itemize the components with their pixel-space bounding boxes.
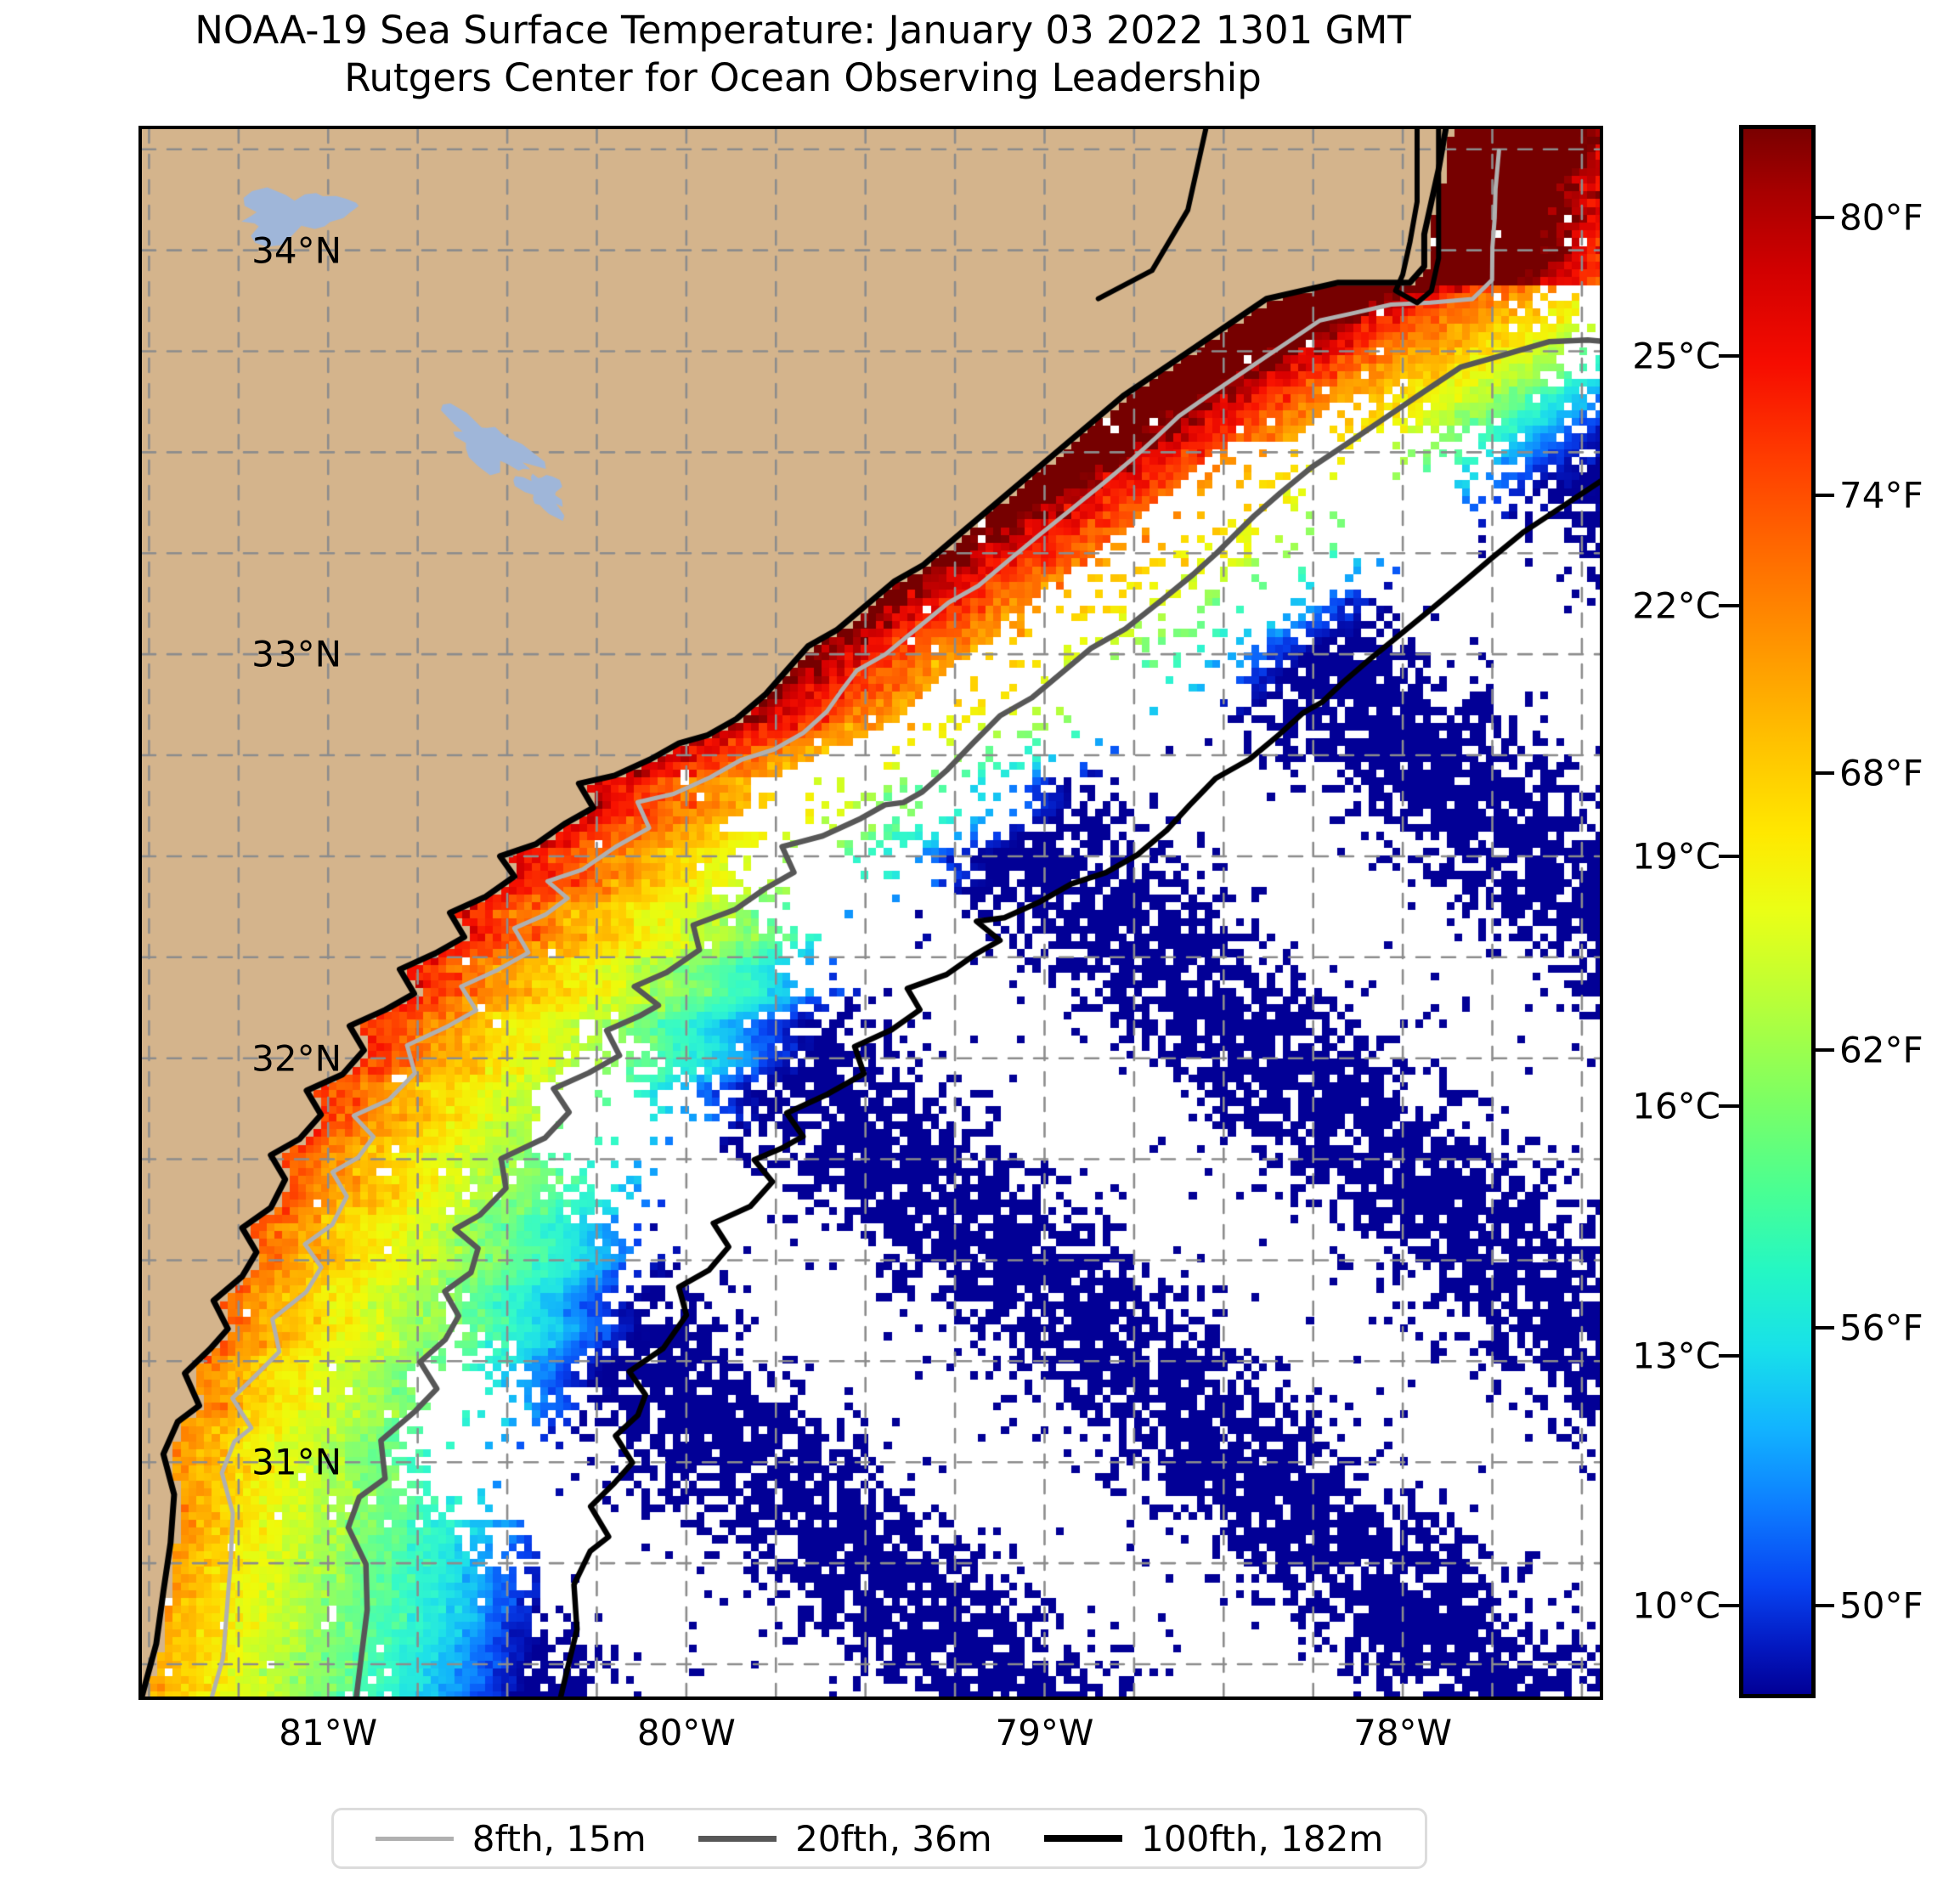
y-axis-tick-label: 32°N	[251, 1037, 342, 1080]
map-overlay-canvas	[142, 129, 1600, 1697]
colorbar-tick-fahrenheit	[1814, 1604, 1834, 1608]
x-axis-tick	[1223, 1697, 1225, 1700]
y-axis-tick	[138, 956, 142, 958]
y-axis-tick	[138, 1461, 142, 1464]
x-axis-tick-label: 79°W	[995, 1712, 1094, 1753]
colorbar-tick-fahrenheit	[1814, 771, 1834, 775]
colorbar-tick-celsius	[1719, 354, 1739, 358]
y-axis-tick	[138, 1057, 142, 1059]
y-axis-tick	[138, 148, 142, 150]
x-axis-tick	[327, 1697, 330, 1700]
colorbar-gradient	[1739, 125, 1816, 1698]
colorbar-label-fahrenheit: 80°F	[1839, 196, 1923, 239]
x-axis-tick	[237, 1697, 240, 1700]
x-axis-tick	[1043, 1697, 1046, 1700]
x-axis-tick	[685, 1697, 687, 1700]
x-axis-tick	[416, 1697, 419, 1700]
colorbar-tick-celsius	[1719, 1604, 1739, 1608]
legend-label: 100fth, 182m	[1141, 1817, 1384, 1860]
x-axis-tick-label: 80°W	[636, 1712, 736, 1753]
legend-item: 100fth, 182m	[1044, 1818, 1383, 1860]
colorbar-tick-celsius	[1719, 1104, 1739, 1108]
x-axis-tick	[1312, 1697, 1314, 1700]
x-axis-tick	[1491, 1697, 1494, 1700]
y-axis-tick	[138, 1259, 142, 1262]
legend-line-swatch	[1044, 1835, 1123, 1842]
colorbar-label-fahrenheit: 56°F	[1839, 1307, 1923, 1349]
colorbar-label-fahrenheit: 62°F	[1839, 1029, 1923, 1071]
x-axis-tick	[775, 1697, 777, 1700]
colorbar-tick-celsius	[1719, 854, 1739, 858]
colorbar-label-celsius: 25°C	[1632, 335, 1720, 377]
x-axis-tick	[1402, 1697, 1404, 1700]
colorbar-tick-fahrenheit	[1814, 215, 1834, 219]
y-axis-tick	[138, 350, 142, 353]
legend-label: 8fth, 15m	[472, 1817, 647, 1860]
x-axis-tick	[1580, 1697, 1583, 1700]
legend-line-swatch	[375, 1836, 454, 1841]
y-axis-tick	[138, 249, 142, 251]
legend-item: 8fth, 15m	[375, 1817, 647, 1860]
title-line-1: NOAA-19 Sea Surface Temperature: January…	[195, 8, 1411, 53]
colorbar[interactable]: 80°F 74°F 68°F 62°F 56°F 50°F 25°C 22°C 19°C 16°C…	[1632, 125, 1923, 1698]
colorbar-label-celsius: 19°C	[1632, 835, 1720, 878]
colorbar-label-celsius: 13°C	[1632, 1335, 1720, 1377]
title-line-2: Rutgers Center for Ocean Observing Leade…	[344, 54, 1262, 100]
x-axis-tick	[596, 1697, 598, 1700]
y-axis-tick	[138, 552, 142, 555]
y-axis-tick	[138, 1360, 142, 1363]
y-axis-tick	[138, 653, 142, 656]
x-axis-tick	[954, 1697, 957, 1700]
legend-item: 20fth, 36m	[698, 1818, 992, 1860]
colorbar-label-fahrenheit: 68°F	[1839, 752, 1923, 794]
colorbar-label-fahrenheit: 50°F	[1839, 1584, 1923, 1627]
y-axis-tick	[138, 855, 142, 857]
y-axis-tick	[138, 1663, 142, 1665]
x-axis-tick	[1133, 1697, 1135, 1700]
y-axis-tick-label: 31°N	[251, 1441, 342, 1483]
colorbar-tick-celsius	[1719, 1353, 1739, 1358]
page-title: NOAA-19 Sea Surface Temperature: January…	[0, 7, 1606, 102]
colorbar-tick-fahrenheit	[1814, 1048, 1834, 1053]
colorbar-label-celsius: 22°C	[1632, 584, 1720, 627]
bathymetry-legend: 8fth, 15m 20fth, 36m 100fth, 182m	[331, 1808, 1427, 1869]
colorbar-label-fahrenheit: 74°F	[1839, 474, 1923, 517]
y-axis-tick-label: 34°N	[251, 229, 342, 272]
x-axis-tick	[864, 1697, 867, 1700]
legend-line-swatch	[698, 1835, 777, 1842]
y-axis-tick	[138, 754, 142, 757]
y-axis-tick-label: 33°N	[251, 633, 342, 675]
x-axis-tick	[506, 1697, 509, 1700]
y-axis-tick	[138, 1158, 142, 1160]
colorbar-label-celsius: 16°C	[1632, 1085, 1720, 1127]
colorbar-tick-fahrenheit	[1814, 493, 1834, 497]
colorbar-tick-celsius	[1719, 604, 1739, 608]
x-axis-tick-label: 78°W	[1353, 1712, 1453, 1753]
map-plot-area[interactable]	[138, 126, 1603, 1700]
x-axis-tick-label: 81°W	[279, 1712, 378, 1753]
colorbar-label-celsius: 10°C	[1632, 1584, 1720, 1627]
legend-label: 20fth, 36m	[795, 1817, 992, 1860]
y-axis-tick	[138, 1562, 142, 1565]
x-axis-tick	[148, 1697, 150, 1700]
colorbar-tick-fahrenheit	[1814, 1326, 1834, 1330]
y-axis-tick	[138, 451, 142, 454]
